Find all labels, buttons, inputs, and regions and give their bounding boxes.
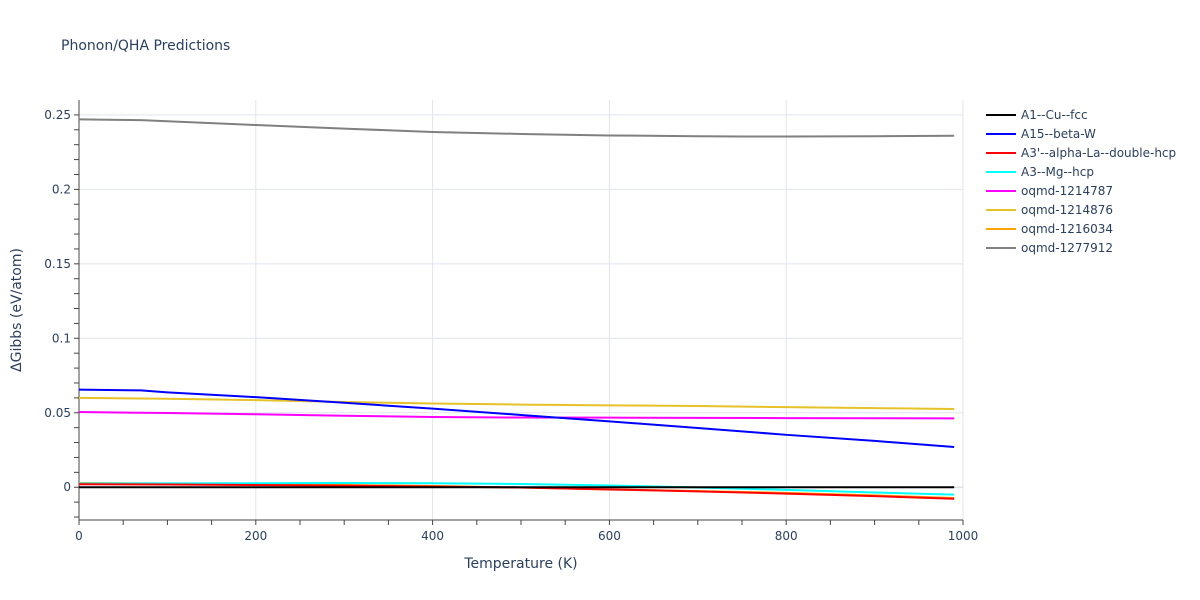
y-axis-title: ΔGibbs (eV/atom) [9, 248, 25, 372]
legend-label: oqmd-1216034 [1021, 222, 1113, 236]
legend-item[interactable]: A1--Cu--fcc [986, 108, 1088, 122]
legend-item[interactable]: A15--beta-W [986, 127, 1096, 141]
axes [74, 100, 964, 525]
series-line-oqmd-1214787 [78, 411, 955, 420]
y-tick-label: 0.2 [52, 182, 71, 196]
legend-item[interactable]: A3'--alpha-La--double-hcp [986, 146, 1176, 160]
chart-title: Phonon/QHA Predictions [61, 38, 230, 54]
legend-item[interactable]: oqmd-1277912 [986, 241, 1113, 255]
y-tick-labels: 0 0.05 0.1 0.15 0.2 0.25 [44, 108, 71, 494]
x-tick-label: 800 [775, 529, 798, 543]
legend: A1--Cu--fcc A15--beta-W A3'--alpha-La--dou… [986, 108, 1176, 255]
x-tick-labels: 0 200 400 600 800 1000 [75, 529, 978, 543]
series-line-oqmd-1277912 [78, 118, 955, 138]
x-tick-label: 200 [244, 529, 267, 543]
legend-item[interactable]: A3--Mg--hcp [986, 165, 1094, 179]
legend-label: oqmd-1214787 [1021, 184, 1113, 198]
x-tick-label: 400 [421, 529, 444, 543]
legend-label: A3--Mg--hcp [1021, 165, 1094, 179]
x-tick-label: 600 [598, 529, 621, 543]
legend-item[interactable]: oqmd-1216034 [986, 222, 1113, 236]
x-axis-title: Temperature (K) [463, 556, 577, 572]
legend-item[interactable]: oqmd-1214787 [986, 184, 1113, 198]
series-line-oqmd-1214876 [78, 396, 955, 411]
x-tick-label: 1000 [948, 529, 979, 543]
legend-label: A3'--alpha-La--double-hcp [1021, 146, 1176, 160]
legend-label: oqmd-1277912 [1021, 241, 1113, 255]
y-tick-label: 0.05 [44, 406, 71, 420]
legend-item[interactable]: oqmd-1214876 [986, 203, 1113, 217]
y-tick-label: 0 [63, 480, 71, 494]
legend-label: A1--Cu--fcc [1021, 108, 1088, 122]
series-layer [78, 118, 955, 500]
x-tick-label: 0 [75, 529, 83, 543]
y-tick-label: 0.15 [44, 257, 71, 271]
y-tick-label: 0.25 [44, 108, 71, 122]
series-line-a15-beta-w [78, 388, 955, 449]
legend-label: A15--beta-W [1021, 127, 1096, 141]
series-line-a3-mg-hcp [78, 482, 955, 496]
y-tick-label: 0.1 [52, 331, 71, 345]
legend-label: oqmd-1214876 [1021, 203, 1113, 217]
